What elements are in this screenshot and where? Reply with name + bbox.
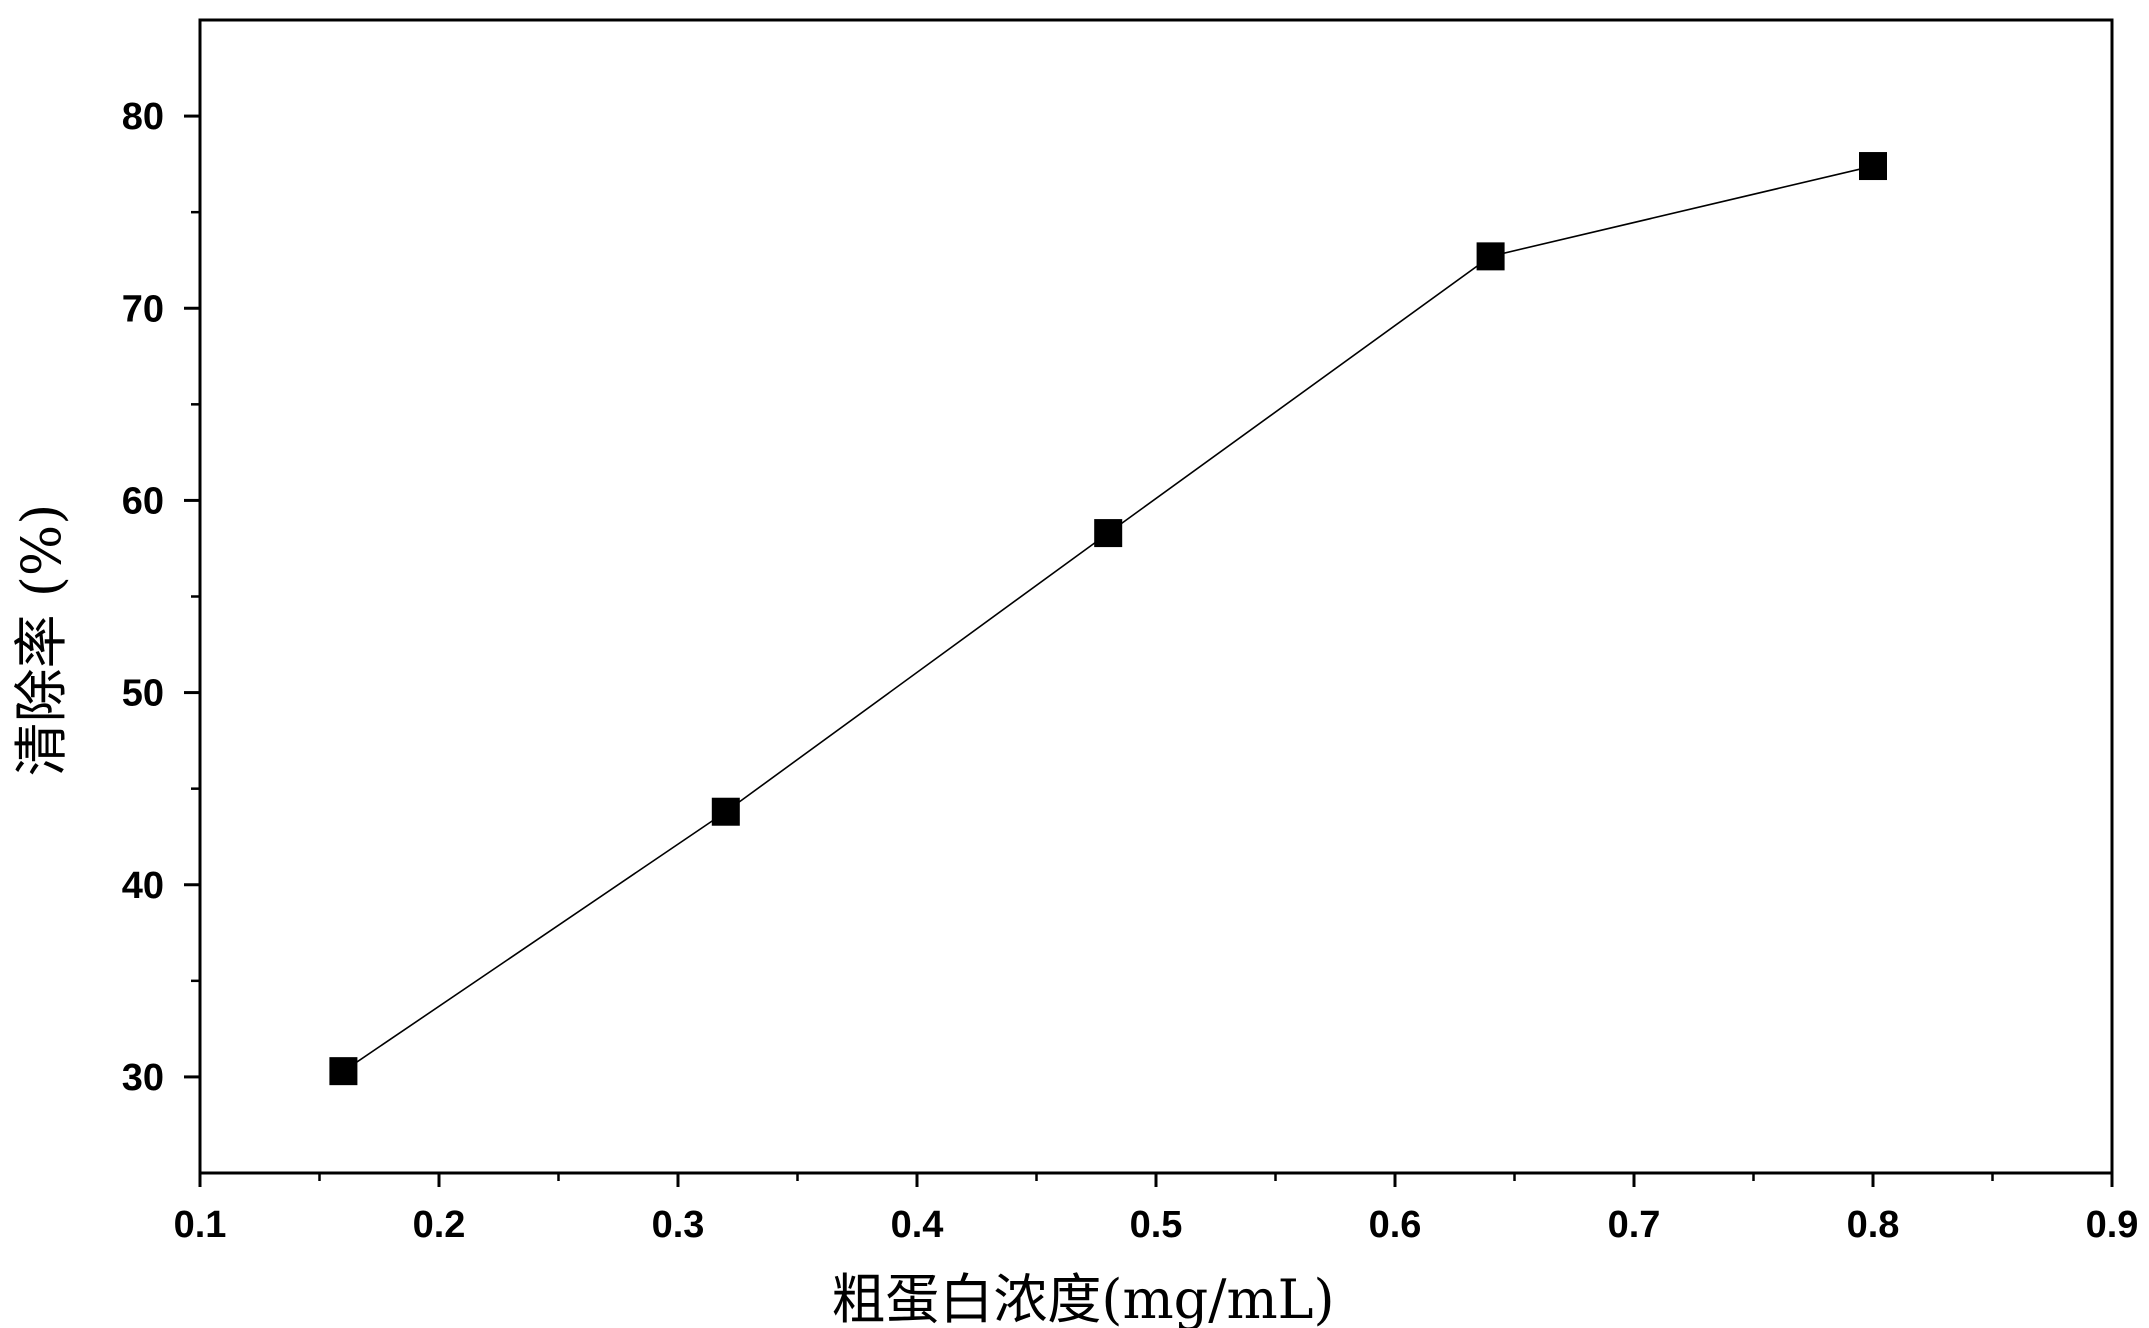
x-tick-labels: 0.1 0.2 0.3 0.4 0.5 0.6 0.7 0.8 0.9 — [174, 1204, 2139, 1246]
y-axis-title: 清除率 (%) — [10, 504, 73, 777]
y-tick-label: 70 — [122, 288, 164, 330]
x-tick-label: 0.8 — [1847, 1204, 1900, 1246]
series-line — [342, 165, 1874, 1072]
data-point-marker — [711, 797, 740, 826]
y-tick-label: 80 — [122, 96, 164, 138]
data-point-marker — [329, 1057, 358, 1086]
x-tick-label: 0.4 — [891, 1204, 944, 1246]
x-tick-label: 0.6 — [1369, 1204, 1422, 1246]
y-tick-label: 60 — [122, 480, 164, 522]
data-markers — [329, 152, 1887, 1086]
x-tick-label: 0.3 — [652, 1204, 705, 1246]
x-tick-label: 0.9 — [2086, 1204, 2139, 1246]
x-tick-label: 0.5 — [1130, 1204, 1183, 1246]
x-axis-title: 粗蛋白浓度(mg/mL) — [831, 1268, 1334, 1328]
data-point-marker — [1476, 242, 1505, 271]
x-tick-label: 0.2 — [413, 1204, 466, 1246]
plot-frame — [198, 18, 2114, 1175]
x-tick-label: 0.1 — [174, 1204, 227, 1246]
x-tick-label: 0.7 — [1608, 1204, 1661, 1246]
axis-ticks — [184, 114, 2114, 1187]
data-point-marker — [1859, 152, 1887, 181]
data-point-marker — [1094, 519, 1123, 548]
y-tick-label: 30 — [122, 1057, 164, 1099]
y-tick-label: 40 — [122, 865, 164, 907]
y-tick-labels: 30 40 50 60 70 80 — [122, 96, 164, 1099]
y-tick-label: 50 — [122, 673, 164, 715]
